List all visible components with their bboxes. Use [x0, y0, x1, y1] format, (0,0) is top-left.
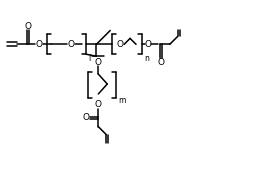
Text: O: O — [35, 40, 42, 49]
Text: O: O — [117, 40, 124, 49]
Text: O: O — [145, 40, 152, 49]
Text: l: l — [88, 54, 91, 63]
Text: O: O — [24, 22, 31, 31]
Text: O: O — [83, 113, 90, 122]
Text: O: O — [157, 58, 164, 67]
Text: O: O — [95, 100, 102, 109]
Text: n: n — [144, 54, 149, 63]
Text: O: O — [95, 58, 102, 67]
Text: O: O — [67, 40, 74, 49]
Text: m: m — [118, 96, 126, 105]
